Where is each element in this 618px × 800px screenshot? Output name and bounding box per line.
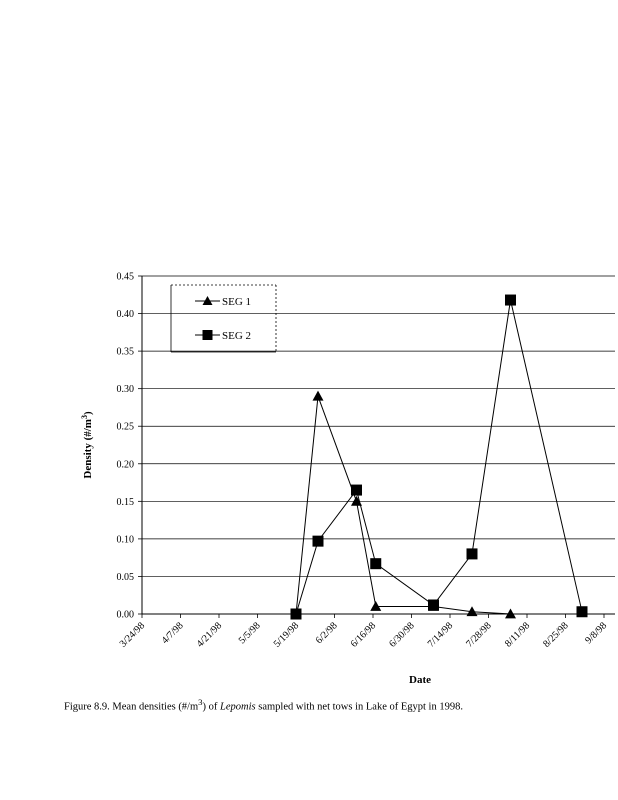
x-tick-label: 3/24/98 [118,620,147,649]
x-tick-label: 4/7/98 [160,620,186,646]
caption-middle: ) of [202,701,221,713]
series-markers [290,294,588,620]
series-line-seg2 [295,299,583,615]
seg2-point [576,606,588,618]
y-tick-label: 0.45 [117,272,135,283]
y-tick-label: 0.30 [117,384,135,395]
legend-marker-seg1 [202,296,213,305]
y-axis-title-sup: 3 [80,415,89,419]
y-tick-label: 0.25 [117,422,135,433]
x-tick-label: 7/14/98 [426,620,455,649]
x-axis-title: Date [409,674,431,686]
seg2-point [370,558,382,570]
y-tick-label: 0.15 [117,497,135,508]
seg2-point [428,599,439,611]
gridlines [142,275,615,577]
x-tick-label: 8/25/98 [541,620,570,649]
seg2-point [505,294,516,306]
y-axis-title-text: Density (#/m [82,419,94,479]
y-axis-title: Density (#/m3) [80,411,95,479]
caption-prefix: Figure 8.9. Mean densities (#/m [64,701,199,713]
y-axis-title-end: ) [82,411,94,415]
seg2-point [290,608,302,620]
x-tick-label: 4/21/98 [195,620,224,649]
figure-caption: Figure 8.9. Mean densities (#/m3) of Lep… [64,697,604,713]
legend-label-seg2: SEG 2 [222,330,251,342]
y-tick-label: 0.00 [117,610,135,621]
seg2-point [312,535,324,547]
caption-genus: Lepomis [220,701,256,713]
series-line-seg1 [295,396,511,615]
y-axis-ticks: 0.00 0.05 0.10 0.15 0.20 0.25 0.30 0.35 0.40 0.45 [117,272,142,621]
x-tick-label: 6/2/98 [314,620,340,646]
seg2-point [466,548,478,560]
legend-label-seg1: SEG 1 [222,296,251,308]
x-tick-label: 5/19/98 [272,620,301,649]
x-tick-label: 5/5/98 [237,620,263,646]
x-tick-label: 6/30/98 [387,620,416,649]
axes [141,276,615,615]
y-tick-label: 0.40 [117,309,135,320]
x-axis-ticks: 3/24/98 4/7/98 4/21/98 5/5/98 5/19/98 6/2/98 6… [118,614,609,650]
seg1-point [351,495,362,506]
y-tick-label: 0.20 [117,459,135,470]
x-tick-label: 6/16/98 [349,620,378,649]
x-tick-label: 8/11/98 [503,620,532,649]
legend: SEG 1 SEG 2 [170,284,277,353]
seg1-point [466,606,478,617]
y-tick-label: 0.35 [117,347,135,358]
seg1-point [505,608,516,619]
seg1-point [370,600,382,611]
caption-sup: 3 [198,697,203,707]
x-tick-label: 9/8/98 [583,620,609,646]
y-tick-label: 0.10 [117,534,135,545]
legend-marker-seg2 [202,330,213,340]
seg2-point [351,484,362,496]
caption-suffix: sampled with net tows in Lake of Egypt i… [255,701,463,713]
seg1-point [312,390,324,401]
y-tick-label: 0.05 [117,572,135,583]
series-lines [295,299,583,615]
x-tick-label: 7/28/98 [464,620,493,649]
